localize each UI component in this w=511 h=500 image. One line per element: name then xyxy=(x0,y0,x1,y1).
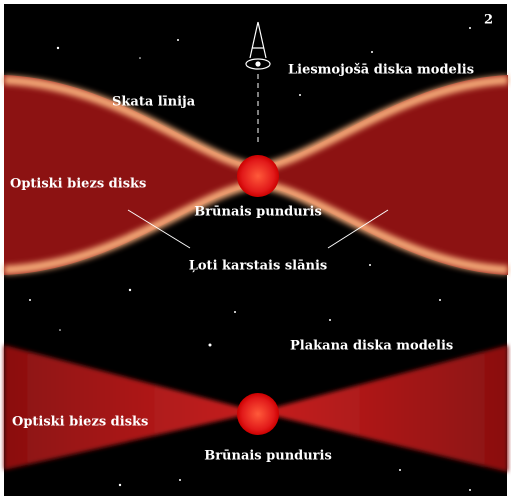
brown-dwarf xyxy=(237,393,279,435)
label: Ļoti karstais slānis xyxy=(189,259,327,274)
panel-number: 2 xyxy=(484,13,493,28)
label: Brūnais punduris xyxy=(194,205,322,220)
brown-dwarf xyxy=(237,155,279,197)
model-title: Liesmojošā diska modelis xyxy=(288,63,474,78)
model-title: Plakana diska modelis xyxy=(290,339,453,354)
label: Brūnais punduris xyxy=(204,449,332,464)
diagram: 2 Liesmojošā diska modelis Skata līnija … xyxy=(0,0,511,500)
label: Skata līnija xyxy=(112,95,196,110)
page: {"panel_number": "2", "top": {"title": "… xyxy=(0,0,511,500)
label: Optiski biezs disks xyxy=(12,415,148,430)
label: Optiski biezs disks xyxy=(10,177,146,192)
